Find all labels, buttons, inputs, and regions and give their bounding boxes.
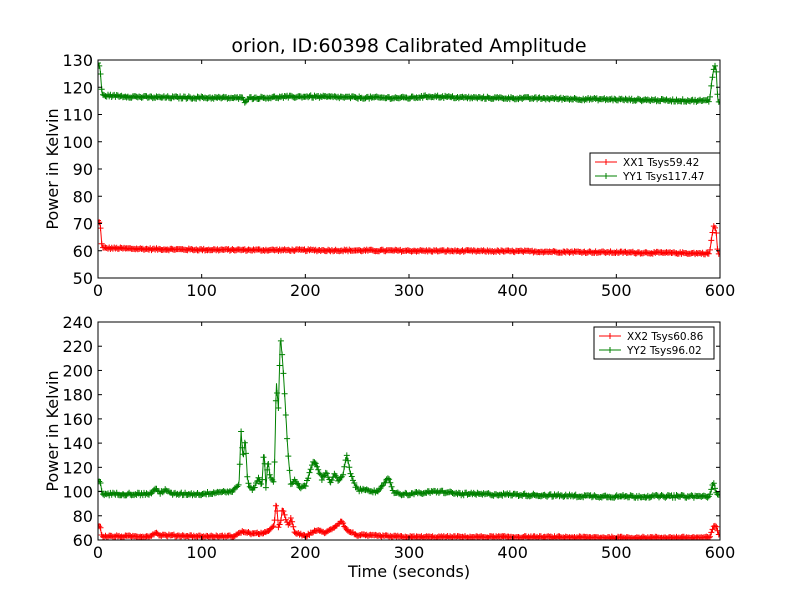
- y-tick-label: 80: [73, 187, 93, 206]
- y-tick-label: 110: [62, 106, 93, 125]
- y-tick-label: 240: [62, 313, 93, 332]
- y-tick-label: 160: [62, 410, 93, 429]
- legend-label: XX2 Tsys60.86: [627, 331, 704, 343]
- series-markers: [98, 337, 720, 501]
- y-tick-label: 130: [62, 51, 93, 70]
- y-tick-label: 200: [62, 361, 93, 380]
- x-tick-label: 600: [705, 543, 736, 562]
- legend-label: XX1 Tsys59.42: [623, 157, 699, 169]
- x-tick-label: 500: [601, 543, 632, 562]
- legend: XX2 Tsys60.86 YY2 Tsys96.02: [593, 326, 715, 360]
- y-tick-label: 120: [62, 458, 93, 477]
- legend-marker: [607, 347, 613, 353]
- bottom-panel: 0 100 200 300 400 500 600 60 80 100 120 140 160 180 20…: [43, 313, 735, 581]
- y-tick-label: 100: [62, 133, 93, 152]
- series-markers: [98, 217, 720, 258]
- y-tick-label: 60: [73, 531, 93, 550]
- y-tick-label: 140: [62, 434, 93, 453]
- legend-marker: [603, 159, 609, 165]
- y-tick-label: 90: [73, 160, 93, 179]
- y-axis-label: Power in Kelvin: [43, 108, 62, 229]
- x-tick-label: 300: [394, 281, 425, 300]
- y-axis-label: Power in Kelvin: [43, 370, 62, 491]
- top-panel: 0 100 200 300 400 500 600 50 60 70 80 90 100 110 120 13…: [43, 35, 735, 300]
- y-tick-label: 180: [62, 386, 93, 405]
- x-tick-label: 0: [93, 543, 103, 562]
- x-tick-label: 600: [705, 281, 736, 300]
- x-tick-label: 200: [290, 281, 321, 300]
- y-tick-label: 100: [62, 483, 93, 502]
- legend-label: YY2 Tsys96.02: [626, 345, 702, 357]
- x-tick-label: 400: [497, 281, 528, 300]
- legend-box: [593, 326, 715, 360]
- x-tick-label: 500: [601, 281, 632, 300]
- x-tick-label: 400: [497, 543, 528, 562]
- x-axis-label: Time (seconds): [347, 562, 470, 581]
- x-tick-label: 200: [290, 543, 321, 562]
- x-tick-label: 100: [186, 543, 217, 562]
- y-tick-label: 120: [62, 78, 93, 97]
- legend-label: YY1 Tsys117.47: [622, 171, 704, 183]
- y-tick-label: 50: [73, 269, 93, 288]
- series-0-1: [98, 60, 720, 106]
- series-1-1: [98, 337, 720, 501]
- x-tick-label: 100: [186, 281, 217, 300]
- y-tick-label: 60: [73, 242, 93, 261]
- series-0-0: [98, 217, 720, 258]
- series-markers: [98, 60, 720, 106]
- y-tick-label: 220: [62, 337, 93, 356]
- legend-marker: [603, 173, 609, 179]
- x-tick-label: 300: [394, 543, 425, 562]
- legend: XX1 Tsys59.42 YY1 Tsys117.47: [589, 152, 721, 186]
- y-tick-label: 80: [73, 507, 93, 526]
- chart-title: orion, ID:60398 Calibrated Amplitude: [231, 35, 586, 57]
- legend-box: [589, 152, 721, 186]
- x-tick-label: 0: [93, 281, 103, 300]
- y-tick-label: 70: [73, 215, 93, 234]
- legend-marker: [607, 333, 613, 339]
